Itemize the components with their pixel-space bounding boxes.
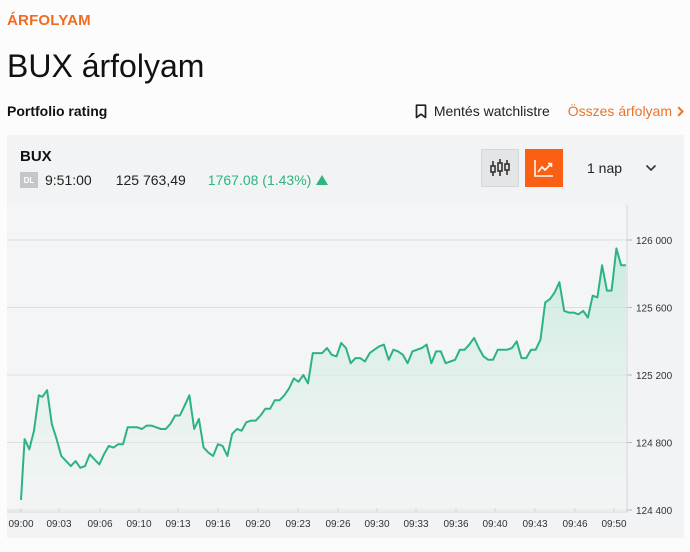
x-tick-label: 09:40 <box>482 519 507 530</box>
x-tick-label: 09:16 <box>205 519 230 530</box>
candlestick-chart-button[interactable] <box>481 149 519 187</box>
subheader-row: Portfolio rating Mentés watchlistre Össz… <box>7 100 684 122</box>
x-tick-label: 09:46 <box>562 519 587 530</box>
page-title: BUX árfolyam <box>7 48 205 84</box>
x-tick-label: 09:30 <box>364 519 389 530</box>
y-tick-label: 124 800 <box>636 439 673 450</box>
x-tick-label: 09:23 <box>285 519 310 530</box>
subtitle: Portfolio rating <box>7 103 108 119</box>
quote-time: 9:51:00 <box>45 172 92 188</box>
y-tick-label: 124 400 <box>636 506 673 517</box>
section-kicker: ÁRFOLYAM <box>7 12 91 29</box>
save-watchlist-button[interactable]: Mentés watchlistre <box>415 103 550 119</box>
ticker-symbol: BUX <box>20 148 52 165</box>
x-tick-label: 09:33 <box>403 519 428 530</box>
x-tick-label: 09:43 <box>522 519 547 530</box>
line-chart-button[interactable] <box>525 149 563 187</box>
period-dropdown[interactable]: 1 nap <box>573 149 673 187</box>
x-tick-label: 09:20 <box>245 519 270 530</box>
x-tick-label: 09:26 <box>325 519 350 530</box>
all-rates-label: Összes árfolyam <box>567 103 672 119</box>
period-selected: 1 nap <box>587 160 623 176</box>
chevron-down-icon <box>645 164 657 172</box>
bookmark-icon <box>415 103 427 118</box>
save-watchlist-label: Mentés watchlistre <box>433 103 550 119</box>
triangle-up-icon <box>316 175 329 185</box>
y-tick-label: 125 200 <box>636 371 673 382</box>
all-rates-link[interactable]: Összes árfolyam <box>568 103 684 119</box>
chart-panel: BUX DL 9:51:00 125 763,49 1767.08 (1.43%… <box>7 135 684 538</box>
x-tick-label: 09:10 <box>126 519 151 530</box>
area-fill <box>21 248 626 512</box>
quote-price: 125 763,49 <box>115 172 186 188</box>
x-tick-label: 09:50 <box>601 519 626 530</box>
x-tick-label: 09:03 <box>46 519 71 530</box>
price-chart[interactable]: 124 400 124 800 125 200 125 600 126 000 09:00… <box>7 200 684 538</box>
x-tick-label: 09:13 <box>165 519 190 530</box>
line-chart-icon <box>534 160 553 177</box>
y-tick-label: 126 000 <box>636 236 673 247</box>
quote-row: DL 9:51:00 125 763,49 1767.08 (1.43%) <box>20 172 329 188</box>
chevron-right-icon <box>677 105 684 117</box>
quote-change: 1767.08 (1.43%) <box>207 172 312 188</box>
price-line <box>20 247 626 500</box>
candlestick-icon <box>490 159 510 176</box>
x-tick-label: 09:36 <box>443 519 468 530</box>
x-tick-label: 09:00 <box>8 519 33 530</box>
y-tick-label: 125 600 <box>636 304 673 315</box>
source-badge: DL <box>20 172 38 188</box>
x-tick-label: 09:06 <box>87 519 112 530</box>
